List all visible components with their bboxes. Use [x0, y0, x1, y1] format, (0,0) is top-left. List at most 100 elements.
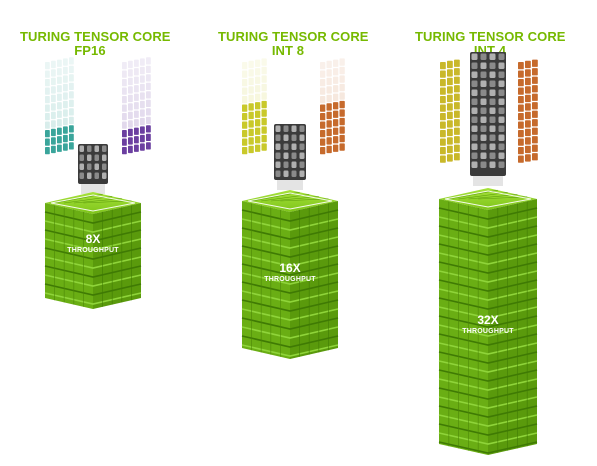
matrix-cell — [255, 110, 261, 118]
matrix-cell — [248, 145, 254, 154]
stack-layer — [44, 229, 142, 242]
core-cell — [275, 143, 281, 150]
core-cell — [283, 134, 289, 141]
matrix-cell — [525, 120, 531, 128]
stack-layer — [44, 265, 142, 278]
matrix-cell — [248, 128, 254, 137]
matrix-cell — [261, 100, 267, 109]
stack-layer — [438, 243, 538, 256]
stack-layer — [438, 342, 538, 355]
matrix-cell — [326, 145, 332, 154]
matrix-cell — [440, 70, 446, 78]
matrix-cell — [454, 144, 460, 152]
core-cell — [102, 163, 107, 170]
matrix-cell — [45, 79, 50, 87]
matrix-cell — [333, 119, 339, 127]
core-cell — [471, 107, 478, 114]
matrix-cell — [140, 92, 145, 100]
core-cell — [471, 53, 478, 60]
core-cell — [498, 152, 505, 159]
matrix-cell — [146, 99, 151, 107]
matrix-cell — [326, 94, 332, 103]
matrix-cell — [333, 110, 339, 118]
matrix-cell — [128, 120, 133, 128]
stack-layer — [438, 315, 538, 328]
matrix-cell — [51, 69, 56, 77]
matrix-cell — [525, 154, 531, 162]
core-cell — [480, 98, 487, 105]
matrix-cell — [454, 85, 460, 93]
matrix-cell — [447, 111, 453, 120]
core-cell — [299, 170, 305, 177]
core-body — [78, 144, 108, 184]
core-cell — [498, 107, 505, 114]
matrix-cell — [45, 87, 50, 95]
core-block — [78, 144, 108, 194]
matrix-cell — [518, 147, 524, 155]
core-cell — [94, 145, 99, 152]
throughput-label: THROUGHPUT — [264, 276, 316, 283]
matrix-cell — [57, 93, 62, 101]
matrix-cell — [146, 57, 151, 65]
matrix-cell — [255, 68, 261, 76]
matrix-cell — [51, 86, 56, 94]
matrix-cell — [454, 136, 460, 144]
stack-layer — [438, 216, 538, 229]
matrix-cell — [333, 102, 339, 110]
throughput-value: 8X — [86, 232, 101, 246]
core-cell — [291, 134, 297, 141]
matrix-cell — [128, 145, 133, 154]
stack-layer — [44, 238, 142, 251]
matrix-cell — [255, 136, 261, 144]
stack-layer — [438, 252, 538, 265]
core-stem — [277, 180, 303, 190]
left-matrix-panel — [45, 57, 74, 155]
stack-layer — [44, 292, 142, 305]
matrix-cell — [128, 77, 133, 86]
matrix-cell — [248, 86, 254, 94]
matrix-cell — [518, 121, 524, 129]
matrix-cell — [57, 68, 62, 76]
matrix-cell — [122, 121, 127, 129]
core-cell — [480, 152, 487, 159]
matrix-cell — [57, 110, 62, 118]
matrix-cell — [45, 130, 50, 138]
matrix-cell — [525, 128, 531, 137]
core-cell — [480, 143, 487, 150]
matrix-cell — [140, 66, 145, 75]
matrix-cell — [518, 104, 524, 112]
matrix-cell — [69, 57, 74, 65]
stack-layer — [241, 227, 339, 240]
matrix-cell — [242, 113, 248, 121]
matrix-cell — [242, 70, 248, 78]
core-cell — [275, 170, 281, 177]
heading-fp16: TURING TENSOR CORE FP16 — [20, 30, 170, 58]
stack-layer — [438, 387, 538, 400]
matrix-cell — [69, 65, 74, 73]
stack-top-outline — [444, 190, 532, 208]
core-cell — [498, 71, 505, 78]
matrix-cell — [248, 120, 254, 128]
core-cell — [471, 80, 478, 87]
core-cell — [291, 143, 297, 150]
matrix-cell — [320, 147, 326, 155]
matrix-cell — [532, 93, 538, 101]
core-cell — [94, 172, 99, 179]
matrix-cell — [128, 103, 133, 111]
matrix-cell — [440, 62, 446, 70]
matrix-cell — [242, 130, 248, 138]
core-cell — [102, 145, 107, 152]
stack-layer — [438, 270, 538, 283]
core-cell — [299, 125, 305, 132]
matrix-cell — [51, 145, 56, 154]
matrix-cell — [69, 99, 74, 107]
matrix-cell — [454, 59, 460, 67]
matrix-cell — [140, 117, 145, 126]
matrix-cell — [339, 126, 345, 134]
heading-subtitle: FP16 — [74, 43, 106, 58]
matrix-cell — [63, 109, 68, 117]
matrix-cell — [440, 138, 446, 146]
matrix-cell — [69, 133, 74, 141]
